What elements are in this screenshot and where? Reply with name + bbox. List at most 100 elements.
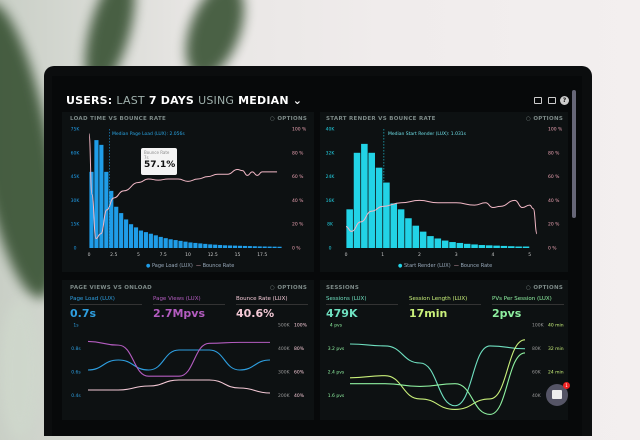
legend-item: Start Render (LUX) — [403, 263, 451, 269]
bar — [441, 240, 449, 248]
tooltip-sub: 7s — [144, 155, 149, 160]
options-label: OPTIONS — [533, 116, 564, 122]
x-tick-label: 15 — [235, 252, 241, 258]
header-prefix: USERS: — [66, 94, 113, 107]
y2-tick-label: 40 % — [292, 198, 304, 204]
x-tick-label: 0 — [345, 252, 348, 258]
options-label: OPTIONS — [277, 285, 308, 291]
bar — [277, 246, 282, 248]
dashboard-header[interactable]: USERS: LAST 7 DAYS USING MEDIAN ⌄ — [66, 94, 302, 107]
kpi-label: Page Views (LUX) — [153, 296, 201, 302]
chat-icon — [552, 390, 562, 399]
y2-tick-label: 400K — [278, 346, 291, 352]
median-label: Median Page Load (LUX): 2.056s — [112, 132, 185, 137]
bar — [128, 224, 134, 248]
y3-tick-label: 40 min — [548, 323, 564, 329]
bar — [485, 245, 493, 248]
y2-tick-label: 60 % — [292, 174, 304, 180]
series-line — [87, 349, 271, 371]
x-tick-label: 0 — [88, 252, 91, 258]
bar — [346, 209, 353, 248]
header-range-b: 7 DAYS — [148, 94, 195, 107]
x-tick-label: 5 — [137, 252, 140, 258]
chart-icon[interactable] — [548, 97, 556, 104]
legend: ● Start Render (LUX) — Bounce Rate — [398, 263, 493, 269]
y-tick-label: 30K — [71, 198, 81, 204]
y-tick-label: 32K — [326, 150, 336, 156]
kpi-label: PVs Per Session (LUX) — [492, 296, 552, 302]
bar — [148, 233, 153, 248]
y-tick-label: 3.2 pvs — [328, 346, 345, 352]
x-tick-label: 3 — [455, 252, 458, 258]
bar — [188, 242, 193, 248]
x-tick-label: 4 — [491, 252, 494, 258]
options-button[interactable]: ○ OPTIONS — [270, 285, 308, 291]
options-button[interactable]: ○ OPTIONS — [270, 116, 308, 122]
y-tick-label: 0 — [74, 246, 77, 252]
bar — [412, 225, 420, 248]
bar — [427, 236, 434, 248]
x-tick-label: 17.5 — [257, 252, 267, 258]
y2-tick-label: 200K — [278, 393, 291, 399]
y2-tick-label: 80 % — [548, 150, 560, 156]
chevron-down-icon[interactable]: ⌄ — [292, 94, 303, 107]
kpi-value: 2.7Mpvs — [153, 307, 206, 320]
legend-item: Bounce Rate — [460, 263, 493, 269]
y2-tick-label: 100K — [532, 323, 545, 329]
y2-tick-label: 100 % — [292, 127, 307, 133]
bar — [158, 236, 163, 248]
bounce-rate-line — [345, 199, 538, 235]
y3-tick-label: 60% — [294, 370, 305, 376]
options-button[interactable]: ○ OPTIONS — [526, 116, 564, 122]
panel-load — [62, 112, 314, 272]
bar — [493, 245, 500, 248]
bar — [247, 246, 252, 248]
notification-badge: 1 — [563, 382, 570, 389]
kpi-sessions: Sessions (LUX) 479K — [326, 296, 398, 320]
bar — [272, 246, 277, 248]
help-icon[interactable]: ? — [560, 96, 569, 105]
bar — [390, 203, 398, 248]
y2-tick-label: 80K — [532, 346, 542, 352]
monitor-icon[interactable] — [534, 97, 542, 104]
tooltip-value: 57.1% — [144, 160, 176, 170]
y-tick-label: 0.6s — [71, 370, 81, 376]
bar — [119, 213, 124, 248]
y3-tick-label: 32 min — [548, 346, 564, 352]
y2-tick-label: 20 % — [292, 222, 304, 228]
kpi-label: Session Length (LUX) — [409, 296, 468, 302]
x-tick-label: 1 — [381, 252, 384, 258]
scrollbar[interactable] — [572, 90, 576, 218]
x-tick-label: 10 — [185, 252, 191, 258]
bar — [114, 206, 119, 248]
y-tick-label: 60K — [71, 150, 81, 156]
y2-tick-label: 300K — [278, 370, 291, 376]
y3-tick-label: 40% — [294, 393, 305, 399]
y-tick-label: 45K — [71, 174, 81, 180]
bar — [449, 242, 456, 248]
y-tick-label: 0.4s — [71, 393, 81, 399]
y2-tick-label: 500K — [278, 323, 291, 329]
y2-tick-label: 20 % — [548, 222, 560, 228]
legend-item: Page Load (LUX) — [151, 263, 193, 269]
bar — [478, 245, 486, 248]
bar — [163, 238, 168, 248]
header-method: MEDIAN — [238, 94, 289, 107]
tooltip-title: Bounce Rate — [144, 150, 170, 155]
series-line — [349, 339, 526, 410]
y3-tick-label: 80% — [294, 346, 305, 352]
series-line — [87, 340, 270, 377]
bar — [500, 245, 508, 248]
y-tick-label: 15K — [71, 222, 81, 228]
y-tick-label: 4 pvs — [330, 323, 343, 329]
options-button[interactable]: ○ OPTIONS — [526, 285, 564, 291]
kpi-label: Bounce Rate (LUX) — [236, 296, 288, 302]
header-using: USING — [198, 94, 235, 107]
bar — [109, 190, 114, 248]
chat-button[interactable]: 1 — [546, 382, 570, 406]
bar — [133, 227, 139, 248]
bar — [353, 152, 361, 248]
divider — [326, 304, 398, 305]
bar — [419, 231, 427, 248]
bar — [252, 246, 257, 248]
